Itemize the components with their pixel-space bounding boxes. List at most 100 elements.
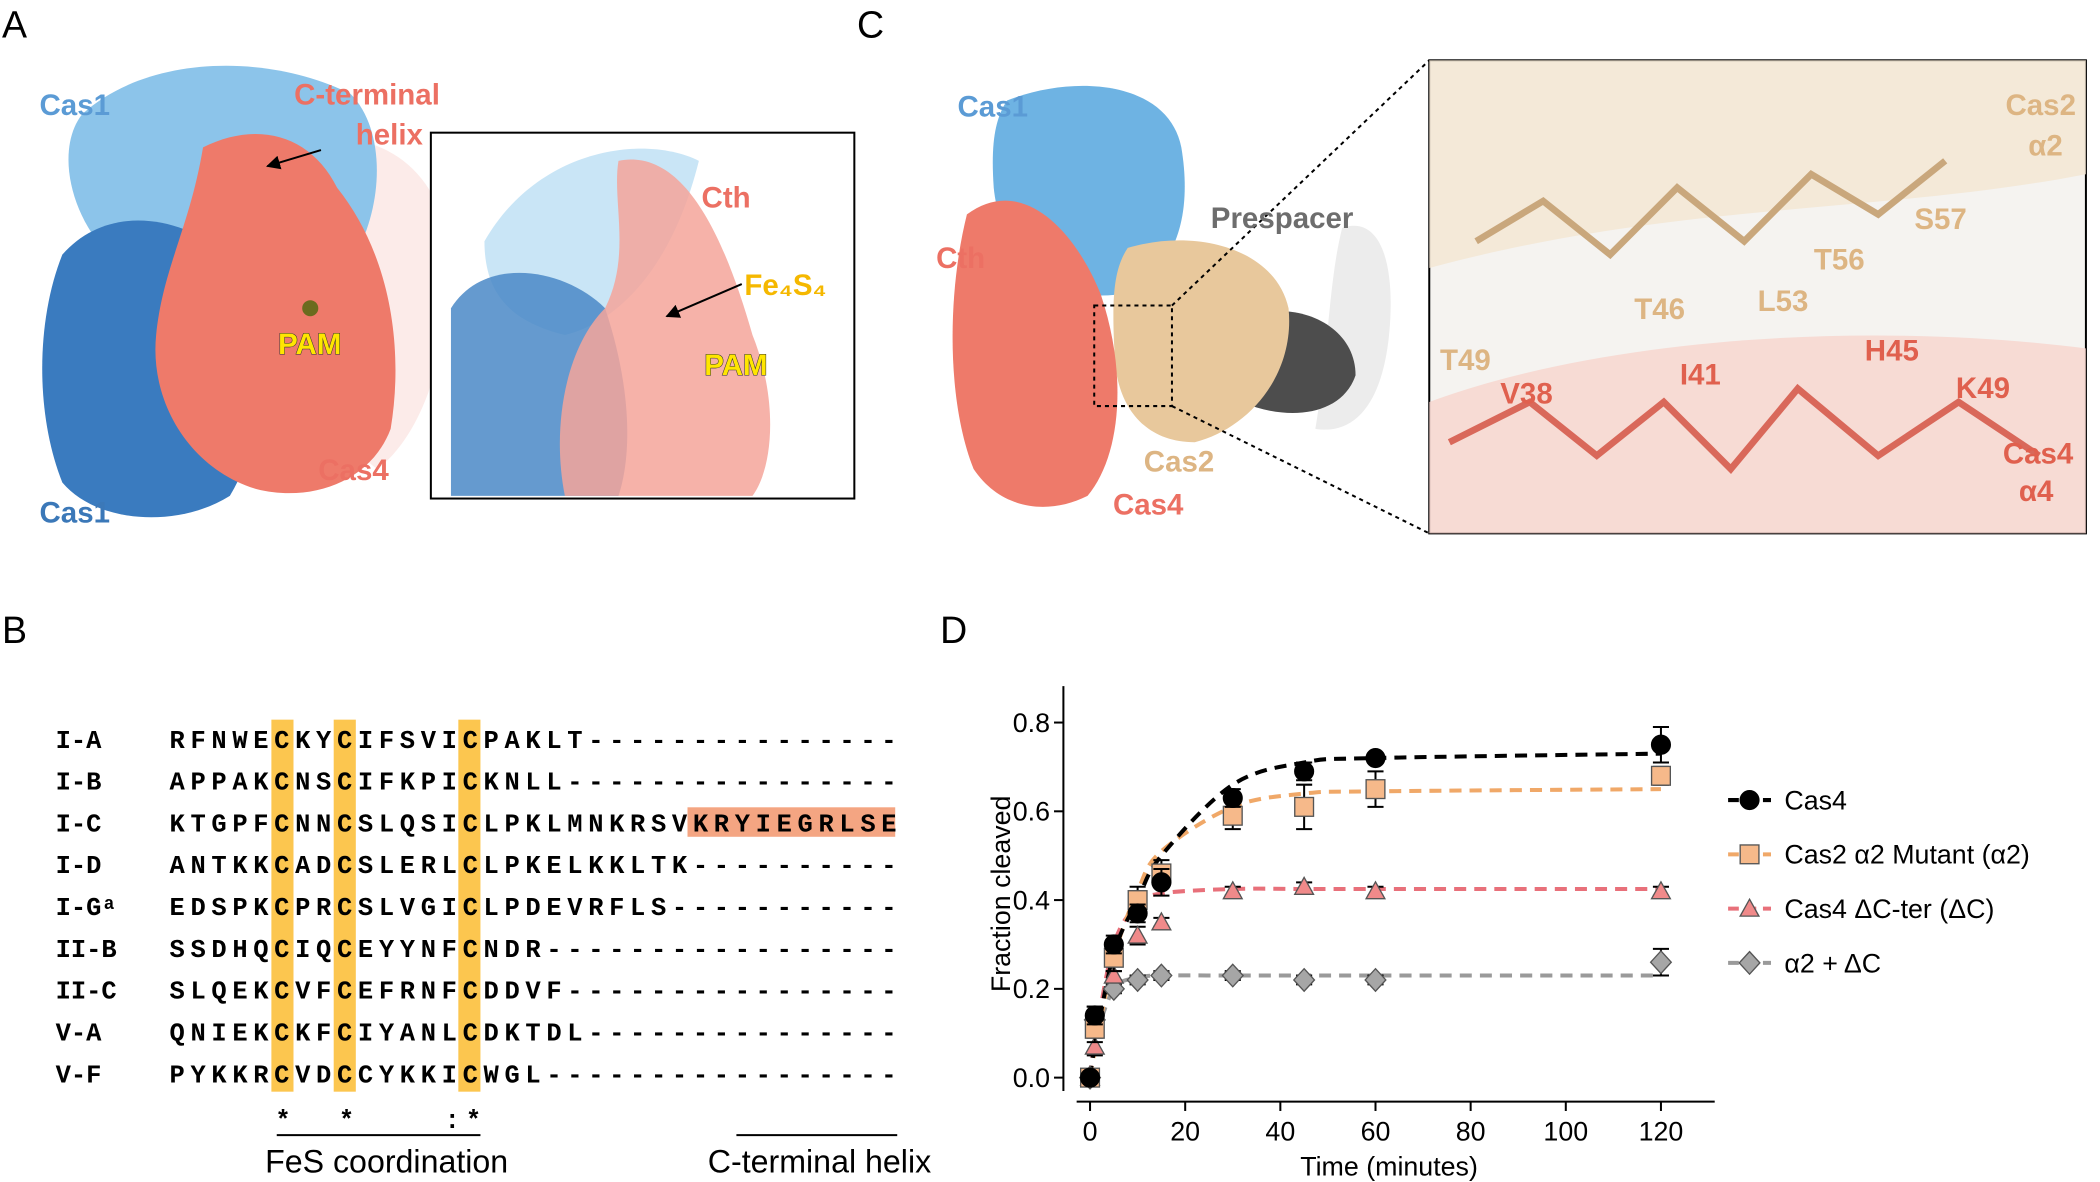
panel-label: A [2, 4, 27, 46]
point [1127, 924, 1149, 944]
x-tick-label: 0 [1083, 1116, 1098, 1146]
panel-label: B [2, 609, 27, 651]
point [1650, 880, 1672, 900]
point [1222, 787, 1243, 809]
x-tick-label: 40 [1265, 1116, 1295, 1146]
point [1650, 765, 1671, 786]
x-tick-label: 20 [1170, 1116, 1200, 1146]
label: Cth [702, 182, 751, 215]
sequence: APPAKCNSCIFKPICKNLL---------------- [170, 769, 897, 798]
sequence: PYKKRCVDCCYKKICWGL----------------- [170, 1061, 897, 1090]
label: T46 [1634, 293, 1685, 326]
row-name: V-F [56, 1061, 102, 1090]
helix-highlight [687, 807, 896, 837]
label: H45 [1865, 334, 1919, 367]
sequence: RFNWECKYCIFSVICPAKLT--------------- [170, 727, 897, 756]
point [1221, 963, 1244, 988]
panel-label: D [940, 609, 967, 651]
x-tick-label: 80 [1456, 1116, 1486, 1146]
row-name: I-D [56, 852, 102, 881]
row-name: II-C [56, 978, 117, 1007]
label: C-terminal [294, 79, 440, 112]
legend-marker [1739, 897, 1761, 917]
point [1084, 1005, 1105, 1026]
fit-line [1088, 787, 1661, 1078]
highlight-column [333, 719, 356, 1092]
label: L53 [1758, 285, 1809, 318]
point [1294, 796, 1315, 817]
label: K49 [1956, 372, 2010, 405]
label: Cas4 [1113, 489, 1184, 522]
legend-label: Cas4 ΔC-ter (ΔC) [1784, 894, 1994, 924]
label: S57 [1914, 203, 1966, 236]
point [1365, 779, 1386, 800]
label: T56 [1814, 243, 1865, 276]
point [1150, 963, 1173, 988]
point [1103, 934, 1124, 955]
label: Prespacer [1211, 202, 1354, 235]
point [1079, 1067, 1101, 1088]
legend-marker [1739, 790, 1760, 811]
y-tick-label: 0.2 [1013, 974, 1050, 1004]
point [1364, 880, 1387, 900]
label: Cas1 [40, 497, 110, 530]
sequence: KTGPFCNNCSLQSICLPKLMNKRSVKRYIEGRLSE [170, 810, 897, 839]
legend-marker [1739, 844, 1760, 865]
label: α4 [2019, 475, 2054, 508]
inset-a [429, 131, 856, 500]
y-tick-label: 0.4 [1013, 885, 1050, 915]
point [1151, 872, 1172, 893]
alignment: I-A RFNWECKYCIFSVICPAKLT--------------- I-… [56, 719, 897, 1136]
label: Fe₄S₄ [744, 269, 826, 302]
y-tick-label: 0.6 [1013, 797, 1050, 827]
sequence: SSDHQCIQCEYYNFCNDR----------------- [170, 936, 897, 965]
label: Cas2 [2006, 89, 2076, 122]
panel-label: C [857, 4, 884, 46]
label: T49 [1440, 344, 1491, 377]
x-tick-label: 120 [1639, 1116, 1684, 1146]
row-name: I-A [56, 727, 103, 756]
legend-marker [1738, 950, 1761, 976]
label: α2 [2028, 129, 2063, 162]
label: Cas2 [1144, 446, 1214, 479]
label: Cth [936, 242, 985, 275]
point [1293, 876, 1315, 895]
row-name: I-Gᵃ [56, 894, 117, 923]
point [1222, 805, 1243, 826]
point [1650, 734, 1671, 755]
legend-label: α2 + ΔC [1784, 948, 1881, 978]
structure-a [42, 65, 448, 518]
label: C-terminal helix [708, 1144, 931, 1180]
point [1127, 903, 1148, 924]
point [1084, 1035, 1106, 1055]
sequence: QNIEKCKFCIYANLCDKTDL--------------- [170, 1019, 897, 1048]
point [1294, 761, 1315, 782]
row-name: I-C [56, 810, 102, 839]
label: FeS coordination [265, 1144, 508, 1180]
sequence: SLQEKCVFCEFRNFCDDVF---------------- [170, 978, 897, 1007]
x-tick-label: 60 [1361, 1116, 1391, 1146]
point [1103, 964, 1125, 984]
point [1365, 748, 1386, 769]
point [1150, 911, 1172, 931]
sequence: EDSPKCPRCSLVGICLPDEVRFLS----------- [170, 894, 897, 923]
row-name: II-B [56, 936, 117, 965]
label: Cas4 [2003, 438, 2074, 471]
y-tick-label: 0.8 [1013, 708, 1050, 738]
x-axis-label: Time (minutes) [1300, 1151, 1478, 1181]
y-tick-label: 0.0 [1013, 1063, 1050, 1093]
label: Cas4 [318, 454, 389, 487]
label: helix [356, 119, 424, 152]
conservation: * * :* [170, 1107, 482, 1136]
row-name: V-A [56, 1019, 103, 1048]
x-tick-label: 100 [1543, 1116, 1588, 1146]
label: V38 [1500, 377, 1552, 410]
point [1364, 967, 1387, 993]
point [1292, 967, 1316, 993]
row-name: I-B [56, 769, 102, 798]
y-axis-label: Fraction cleaved [986, 796, 1016, 993]
highlight-column [271, 719, 294, 1092]
